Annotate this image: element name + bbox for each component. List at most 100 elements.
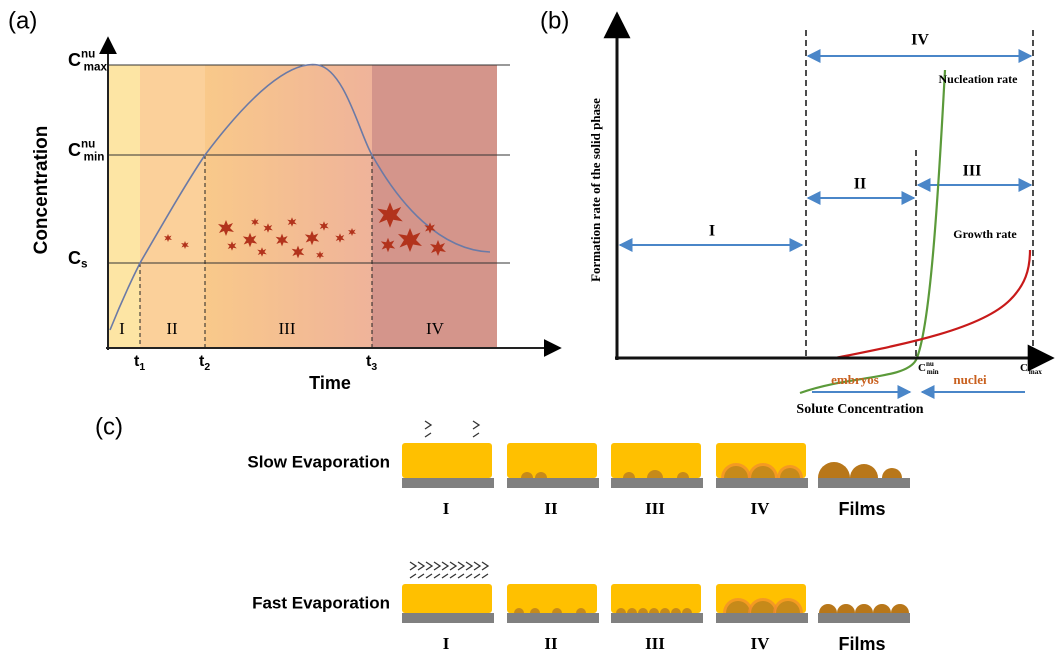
nuclei-label: nuclei <box>953 372 987 387</box>
stage-label: II <box>544 499 558 518</box>
symbol-sub: min <box>84 150 105 163</box>
symbol-sub: 1 <box>139 362 145 373</box>
grain <box>623 472 635 478</box>
stage-label: I <box>443 634 450 653</box>
substrate <box>611 478 703 488</box>
range-label: I <box>709 223 715 240</box>
grain <box>682 608 692 613</box>
film-grain <box>818 462 850 478</box>
substrate <box>716 613 808 623</box>
grain <box>647 470 663 478</box>
range-arrow <box>618 49 1033 252</box>
symbol-sup: nu <box>1028 360 1036 368</box>
curve-label: Nucleation rate <box>939 72 1019 86</box>
substrate <box>818 478 910 488</box>
symbol-base: t <box>366 353 372 370</box>
vapor-mark <box>473 561 482 579</box>
symbol-sup: nu <box>926 360 934 368</box>
stage-label: III <box>645 499 665 518</box>
grain <box>677 472 689 478</box>
film-grain <box>850 464 878 478</box>
symbol-label: t1 <box>134 353 145 372</box>
grain <box>535 472 547 478</box>
axis <box>603 11 1055 372</box>
range-label: IV <box>911 32 929 49</box>
solution-layer <box>611 584 701 613</box>
vapor-mark <box>433 561 442 579</box>
substrate <box>507 613 599 623</box>
stage-label: Films <box>838 499 885 519</box>
figure: Cnu min Cnu max <box>918 360 1042 376</box>
vapor-mark <box>409 561 418 579</box>
panel-label: (a) <box>8 7 37 34</box>
concentration-curve <box>109 63 491 331</box>
region-label: III <box>279 319 296 338</box>
substrate <box>611 613 703 623</box>
panel-a-background <box>205 65 372 348</box>
time-marker <box>139 155 373 348</box>
symbol-base: C <box>68 140 81 160</box>
stage-label: IV <box>751 634 771 653</box>
grain <box>671 608 681 613</box>
substrate <box>402 478 494 488</box>
symbol-label: Cnu min <box>918 360 939 376</box>
panel-a-background <box>108 65 140 348</box>
film-grain <box>873 604 891 613</box>
panel-a-background <box>372 65 497 348</box>
curve-label: Growth rate <box>953 227 1017 241</box>
x-axis-label: Time <box>309 373 351 393</box>
range-label: II <box>854 176 866 193</box>
symbol-sub: max <box>1029 367 1043 375</box>
symbol-sup: nu <box>81 138 95 151</box>
vapor-mark <box>424 420 433 438</box>
symbol-label: Cs <box>68 248 88 271</box>
grain <box>649 608 659 613</box>
stage-label: Films <box>838 634 885 654</box>
panel-label: (c) <box>95 413 123 440</box>
vapor-mark <box>457 561 466 579</box>
solution-layer <box>507 443 597 478</box>
grain <box>521 472 533 478</box>
vapor-mark <box>465 561 474 579</box>
symbol-base: C <box>918 362 926 374</box>
growth-curve <box>834 249 1032 360</box>
symbol-base: C <box>68 50 81 70</box>
vapor-mark <box>481 561 490 579</box>
symbol-sub: 3 <box>371 362 377 373</box>
grain <box>751 466 775 478</box>
grain <box>776 601 800 613</box>
region-label: IV <box>426 319 445 338</box>
solution-layer <box>507 584 597 613</box>
symbol-label: t2 <box>199 353 210 372</box>
symbol-label: Cnu max <box>1020 360 1042 376</box>
vapor-mark <box>417 561 426 579</box>
grain <box>552 608 562 613</box>
grain <box>638 608 648 613</box>
film-grain <box>882 468 902 478</box>
stage-label: IV <box>751 499 771 518</box>
stage-label: II <box>544 634 558 653</box>
axis <box>99 36 562 357</box>
symbol-sub: max <box>84 60 108 73</box>
range-label: III <box>963 163 982 180</box>
grain <box>616 608 626 613</box>
substrate <box>818 613 910 623</box>
figure: I II III IV Nucleation rate Growth rate … <box>588 32 1018 418</box>
region-label: I <box>119 319 125 338</box>
symbol-base: C <box>68 248 81 268</box>
symbol-label: Cnu min <box>68 138 104 164</box>
y-axis-label: Formation rate of the solid phase <box>588 98 603 282</box>
vapor-mark <box>441 561 450 579</box>
embryos-label: embryos <box>831 372 879 387</box>
boundary <box>805 30 1034 358</box>
symbol-sub: 2 <box>204 362 210 373</box>
film-grain <box>855 604 873 613</box>
substrate <box>716 478 808 488</box>
stage-label: III <box>645 634 665 653</box>
film-grain <box>837 604 855 613</box>
grain <box>627 608 637 613</box>
symbol-sup: nu <box>81 48 95 61</box>
symbol-base: C <box>1020 362 1028 374</box>
